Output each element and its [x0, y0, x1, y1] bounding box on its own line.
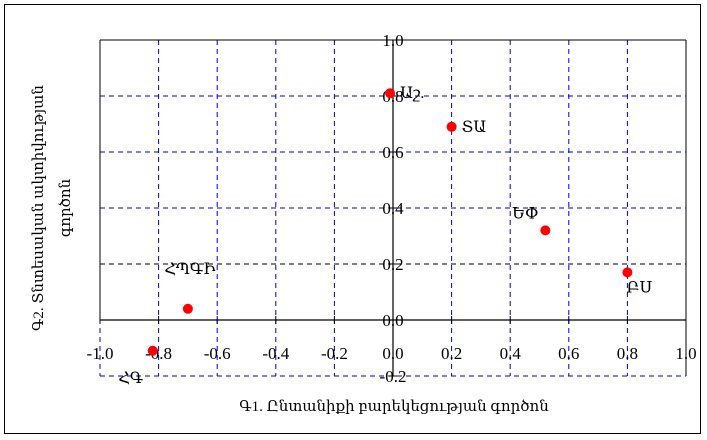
x-tick-label: -0.6: [204, 344, 231, 363]
point-label: ԵՓ: [512, 205, 538, 222]
y-tick-label: 0.6: [382, 143, 403, 162]
x-tick-label: 0.6: [558, 344, 579, 363]
x-tick-label: -1.0: [87, 344, 114, 363]
x-tick-label: 0.8: [617, 344, 638, 363]
x-axis-title: Գ1. Ընտանիքի բարեկեցության գործոն: [239, 399, 549, 415]
x-tick-label: 0.4: [500, 344, 522, 363]
point-label: ՀԳ: [118, 370, 144, 387]
chart-frame: [4, 4, 701, 434]
x-tick-label: -0.4: [262, 344, 289, 363]
y-tick-label: 0.2: [382, 255, 403, 274]
data-point: [385, 88, 396, 99]
x-tick-label: 0.0: [382, 344, 403, 363]
point-label: ՏԱ: [462, 119, 487, 136]
x-tick-label: 1.0: [675, 344, 696, 363]
data-point: [147, 345, 158, 356]
point-labels: Աշ. ՏԱ ԵՓ ԲՍ ՀՊԳԻ ՀԳ: [118, 85, 652, 387]
data-point: [446, 121, 457, 132]
data-point: [540, 225, 551, 236]
data-point: [622, 267, 633, 278]
point-label: Աշ.: [400, 85, 424, 102]
point-label: ՀՊԳԻ: [164, 261, 216, 278]
y-tick-label: 0.0: [382, 311, 403, 330]
y-tick-label: -0.2: [380, 367, 407, 386]
data-point: [182, 303, 193, 314]
data-points: [147, 88, 633, 356]
point-label: ԲՍ: [627, 279, 653, 296]
y-tick-label: 1.0: [382, 31, 403, 50]
x-tick-label: -0.2: [321, 344, 348, 363]
y-tick-label: 0.4: [382, 199, 404, 218]
x-tick-label: 0.2: [441, 344, 462, 363]
tick-labels: -1.0 -0.8 -0.6 -0.4 -0.2 0.0 0.2 0.4 0.6 0.8 1.0-0…: [87, 31, 697, 386]
y-axis-title-line2: գործոն: [58, 178, 74, 237]
y-axis-title-line1: Գ2. Տնտեսական ակտիվության: [31, 85, 47, 331]
